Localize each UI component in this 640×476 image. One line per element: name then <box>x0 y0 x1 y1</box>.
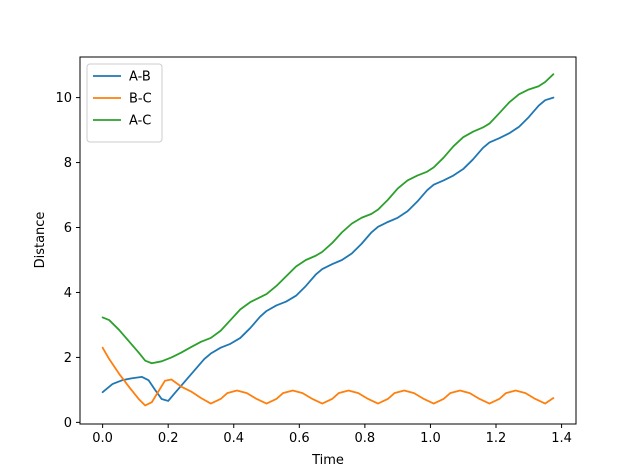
legend-box <box>86 63 163 143</box>
series-line-1 <box>101 96 555 402</box>
x-tick-label: 1.0 <box>420 431 441 446</box>
x-tick-label: 0.2 <box>158 431 179 446</box>
x-tick-label: 1.2 <box>486 431 507 446</box>
legend-label: A-C <box>129 114 151 129</box>
x-tick-label: 0.6 <box>289 431 310 446</box>
legend: A-B B-C A-C <box>86 63 163 143</box>
y-tick-label: 0 <box>64 416 72 431</box>
x-axis-label: Time <box>311 453 344 468</box>
series-layer <box>101 73 555 407</box>
y-tick-label: 6 <box>64 221 72 236</box>
legend-label: A-B <box>129 70 151 85</box>
y-tick-label: 2 <box>64 351 72 366</box>
x-tick-label: 1.4 <box>551 431 572 446</box>
x-tick-label: 0.8 <box>355 431 376 446</box>
plot-area <box>80 57 576 424</box>
series-line-3 <box>101 73 555 365</box>
y-axis-label: Distance <box>33 212 48 269</box>
y-tick-label: 8 <box>64 156 72 171</box>
y-axis-ticks: 0 2 4 6 8 10 <box>55 91 80 431</box>
y-tick-label: 10 <box>55 91 72 106</box>
legend-label: B-C <box>129 92 152 107</box>
series-line-2 <box>101 346 555 407</box>
x-tick-label: 0.4 <box>223 431 244 446</box>
x-axis-ticks: 0.0 0.2 0.4 0.6 0.8 1.0 1.2 1.4 <box>92 424 572 446</box>
x-tick-label: 0.0 <box>92 431 113 446</box>
plot-frame <box>79 56 577 425</box>
y-tick-label: 4 <box>64 286 72 301</box>
